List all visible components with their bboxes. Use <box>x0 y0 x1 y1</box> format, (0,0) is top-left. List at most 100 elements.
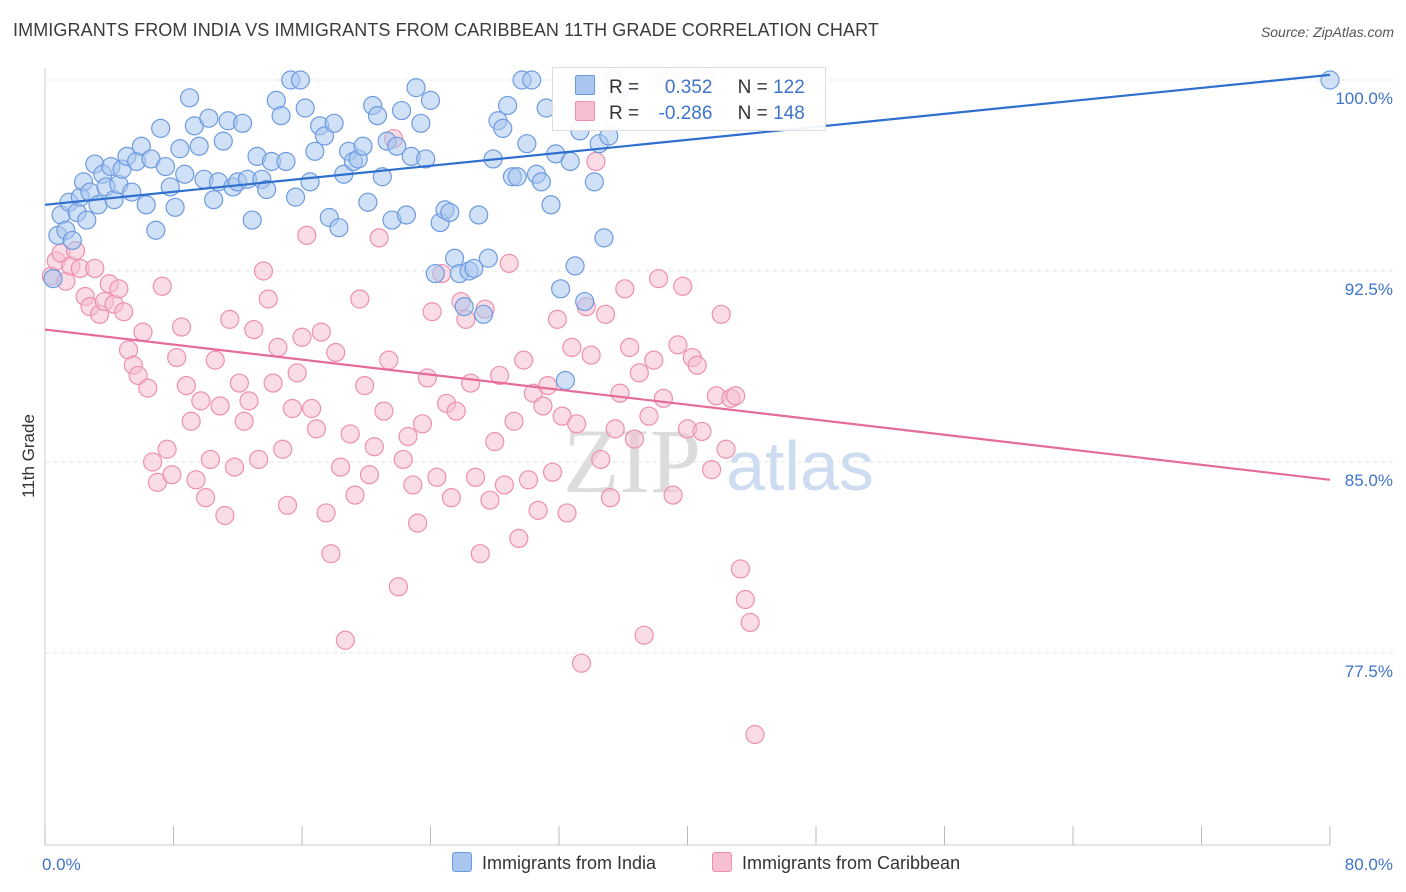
india-point <box>122 182 142 202</box>
caribbean-point <box>547 309 567 329</box>
caribbean-point <box>470 544 490 564</box>
legend-r-label: R = <box>609 77 640 98</box>
india-point <box>594 228 614 248</box>
india-point <box>300 172 320 192</box>
caribbean-point <box>359 465 380 485</box>
caribbean-point <box>489 365 510 386</box>
india-point <box>136 195 156 215</box>
series-caribbean <box>41 70 765 745</box>
india-point <box>507 167 527 187</box>
caribbean-point <box>687 355 707 375</box>
legend-r-india: 0.352 <box>664 77 713 98</box>
caribbean-point <box>200 449 221 470</box>
caribbean-point <box>740 612 760 633</box>
y-tick-label: 100.0% <box>1335 89 1393 108</box>
caribbean-point <box>128 365 148 386</box>
caribbean-point <box>398 426 418 447</box>
caribbean-point <box>350 289 370 309</box>
india-point <box>584 172 604 192</box>
caribbean-point <box>542 462 563 482</box>
india-point <box>411 113 431 133</box>
india-point <box>1320 70 1340 90</box>
caribbean-point <box>297 225 317 245</box>
caribbean-point <box>210 396 230 416</box>
india-point <box>257 179 277 200</box>
india-point <box>155 156 176 177</box>
caribbean-point <box>287 363 307 383</box>
caribbean-point <box>600 488 621 508</box>
caribbean-point <box>167 347 187 368</box>
caribbean-point <box>653 388 674 408</box>
india-point <box>406 78 426 98</box>
india-point <box>305 141 325 161</box>
caribbean-point <box>639 406 659 426</box>
india-point <box>285 187 306 207</box>
caribbean-point <box>244 319 264 340</box>
india-point <box>189 136 209 156</box>
india-point <box>440 202 460 223</box>
india-point <box>199 108 219 128</box>
caribbean-point <box>663 485 683 505</box>
caribbean-point <box>417 368 437 388</box>
india-point <box>469 205 489 225</box>
caribbean-point <box>494 475 514 495</box>
india-point <box>541 195 561 215</box>
caribbean-point <box>518 470 539 490</box>
india-trendline <box>44 73 1331 206</box>
caribbean-point <box>745 724 765 745</box>
caribbean-trendline <box>44 328 1331 481</box>
caribbean-point <box>176 376 196 396</box>
caribbean-point <box>249 449 269 470</box>
caribbean-point <box>345 485 365 505</box>
india-point <box>232 113 253 133</box>
caribbean-point <box>668 335 688 355</box>
bottom-legend-swatch-india <box>452 852 472 872</box>
caribbean-point <box>355 376 375 396</box>
caribbean-point <box>326 342 346 363</box>
india-point <box>165 197 185 217</box>
caribbean-point <box>716 439 736 459</box>
caribbean-point <box>730 559 751 579</box>
caribbean-point <box>85 258 105 279</box>
caribbean-point <box>234 411 254 431</box>
caribbean-point <box>595 304 616 324</box>
caribbean-point <box>711 304 731 324</box>
caribbean-point <box>171 317 192 337</box>
caribbean-point <box>726 386 746 406</box>
caribbean-point <box>422 302 442 322</box>
caribbean-point <box>581 345 601 365</box>
caribbean-point <box>215 505 235 526</box>
caribbean-point <box>465 467 486 487</box>
axes <box>44 68 1331 846</box>
caribbean-point <box>152 276 172 296</box>
caribbean-point <box>133 322 153 342</box>
india-point <box>353 136 373 156</box>
bottom-legend-caribbean[interactable]: Immigrants from Caribbean <box>712 852 960 874</box>
india-point <box>276 151 296 172</box>
caribbean-point <box>403 475 423 495</box>
india-point <box>213 131 233 151</box>
legend-n-label: N = <box>737 103 768 124</box>
legend-r-label: R = <box>609 103 640 124</box>
caribbean-point <box>509 528 529 549</box>
india-point <box>575 291 595 312</box>
caribbean-point <box>205 350 225 370</box>
india-point <box>295 98 315 118</box>
legend-row-caribbean: R = -0.286 N = 148 <box>575 101 805 125</box>
india-point <box>493 118 513 138</box>
india-point <box>517 134 537 154</box>
bottom-legend-label-caribbean: Immigrants from Caribbean <box>742 853 961 873</box>
india-point <box>329 218 349 238</box>
caribbean-point <box>557 503 577 523</box>
caribbean-point <box>186 470 206 490</box>
caribbean-point <box>485 432 505 452</box>
caribbean-point <box>321 544 341 564</box>
caribbean-point <box>364 437 384 457</box>
india-point <box>498 95 518 116</box>
caribbean-point <box>648 269 669 289</box>
india-point <box>565 256 585 276</box>
bottom-legend-india[interactable]: Immigrants from India <box>452 852 656 874</box>
india-point <box>324 113 344 133</box>
caribbean-point <box>268 337 288 357</box>
india-point <box>204 190 224 210</box>
